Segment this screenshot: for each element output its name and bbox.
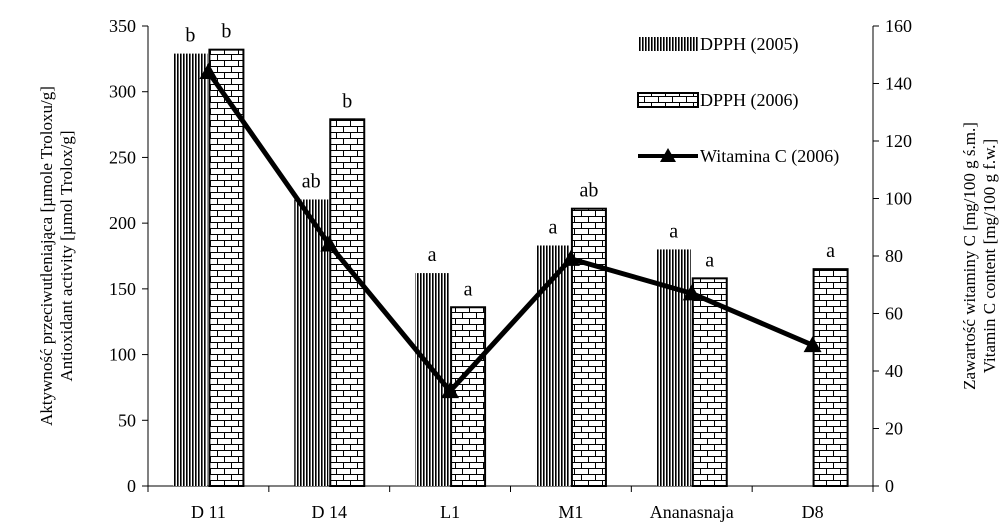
legend-label-dpph-2005: DPPH (2005) bbox=[700, 34, 799, 55]
left-tick-label: 200 bbox=[109, 213, 136, 233]
significance-letter-2005: b bbox=[185, 25, 195, 47]
vitamin-c-line-series bbox=[199, 63, 822, 399]
left-tick-label: 100 bbox=[109, 345, 136, 365]
left-tick-label: 250 bbox=[109, 147, 136, 167]
right-axis-title-line: Zawartość witaminy C [mg/100 g ś.m.] bbox=[960, 122, 979, 390]
significance-letter-2006: a bbox=[464, 278, 473, 300]
x-tick-label: D 11 bbox=[191, 502, 226, 522]
x-tick-label: D8 bbox=[802, 502, 824, 522]
left-tick-label: 0 bbox=[127, 476, 136, 496]
axis-labels: Aktywność przeciwutleniająca [µmole Trol… bbox=[37, 86, 999, 426]
right-tick-label: 160 bbox=[885, 16, 912, 36]
significance-letter-2006: b bbox=[221, 21, 231, 43]
vitamin-c-marker bbox=[199, 63, 218, 79]
left-tick-label: 50 bbox=[118, 410, 136, 430]
right-tick-label: 20 bbox=[885, 419, 903, 439]
right-tick-label: 40 bbox=[885, 361, 903, 381]
right-axis-title: Zawartość witaminy C [mg/100 g ś.m.] Vita… bbox=[960, 122, 999, 390]
x-tick-label: Ananasnaja bbox=[650, 502, 734, 522]
vitamin-c-marker bbox=[561, 249, 580, 266]
significance-letter-2005: a bbox=[548, 216, 557, 238]
right-tick-label: 140 bbox=[885, 74, 912, 94]
x-tick-label: L1 bbox=[440, 502, 460, 522]
right-tick-label: 60 bbox=[885, 304, 903, 324]
x-tick-label: M1 bbox=[558, 502, 583, 522]
right-tick-label: 80 bbox=[885, 246, 903, 266]
left-tick-label: 300 bbox=[109, 82, 136, 102]
right-axis-title-line: Vitamin C content [mg/100 g f.w.] bbox=[980, 139, 999, 373]
right-tick-label: 0 bbox=[885, 476, 894, 496]
bar-dpph-2006 bbox=[570, 207, 607, 488]
left-axis-title: Aktywność przeciwutleniająca [µmole Trol… bbox=[37, 86, 76, 426]
significance-letter-2006: b bbox=[342, 90, 352, 112]
significance-letter-2006: a bbox=[826, 240, 835, 262]
left-axis-title-line: Aktywność przeciwutleniająca [µmole Trol… bbox=[37, 86, 56, 426]
x-tick-label: D 14 bbox=[312, 502, 348, 522]
legend: DPPH (2005) DPPH (2006) Witamina C (2006) bbox=[637, 34, 839, 167]
bar-dpph-2006 bbox=[691, 277, 728, 488]
significance-letter-2005: a bbox=[669, 220, 678, 242]
significance-letter-2006: a bbox=[705, 249, 714, 271]
vitamin-c-marker bbox=[803, 336, 822, 353]
vitamin-c-marker bbox=[441, 382, 460, 399]
bar-dpph-2006 bbox=[812, 268, 849, 487]
significance-letter-2005: a bbox=[428, 244, 437, 266]
right-tick-label: 120 bbox=[885, 131, 912, 151]
vitamin-c-line bbox=[206, 70, 814, 394]
significance-letter-2005: ab bbox=[302, 170, 321, 192]
bar-dpph-2005 bbox=[535, 245, 570, 486]
bar-dpph-2006 bbox=[329, 118, 366, 487]
bar-dpph-2005 bbox=[173, 53, 208, 486]
left-tick-label: 350 bbox=[109, 16, 136, 36]
legend-swatch-dpph-2005 bbox=[638, 37, 698, 51]
legend-label-dpph-2006: DPPH (2006) bbox=[700, 90, 799, 111]
legend-swatch-dpph-2006 bbox=[637, 92, 699, 108]
left-tick-label: 150 bbox=[109, 279, 136, 299]
legend-label-vitamin-c: Witamina C (2006) bbox=[700, 146, 839, 167]
right-tick-label: 100 bbox=[885, 189, 912, 209]
bar-dpph-2005 bbox=[415, 273, 450, 486]
bar-dpph-2005 bbox=[294, 199, 329, 486]
axes: 0 50 100 150 200 250 300 350 0 20 40 60 80 100 120 140 1… bbox=[109, 16, 912, 522]
vitamin-c-marker bbox=[682, 284, 701, 301]
significance-letter-2006: ab bbox=[579, 180, 598, 202]
vitamin-c-marker bbox=[320, 235, 339, 252]
legend-marker-vitamin-c bbox=[660, 148, 676, 162]
left-axis-title-line: Antioxidant activity [µmol Trolox/g] bbox=[57, 130, 76, 381]
bar-dpph-2006 bbox=[208, 48, 245, 488]
